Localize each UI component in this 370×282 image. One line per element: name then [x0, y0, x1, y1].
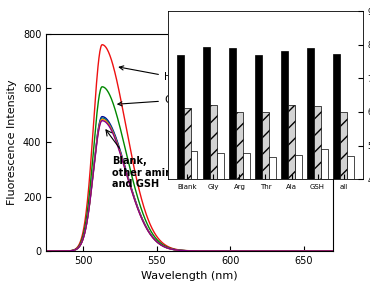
- Bar: [191, 151, 198, 282]
- Text: Blank,
other amino acids
and GSH: Blank, other amino acids and GSH: [112, 156, 211, 189]
- Bar: [184, 108, 191, 282]
- Bar: [236, 112, 243, 282]
- Y-axis label: Fluorescence Intensity: Fluorescence Intensity: [7, 80, 17, 205]
- Bar: [217, 153, 223, 282]
- Bar: [269, 157, 276, 282]
- Bar: [210, 105, 217, 282]
- Bar: [177, 55, 184, 282]
- Bar: [288, 105, 295, 282]
- Bar: [255, 55, 262, 282]
- Text: Cys: Cys: [118, 95, 183, 106]
- Bar: [295, 155, 302, 282]
- Bar: [203, 47, 210, 282]
- Bar: [307, 48, 314, 282]
- Bar: [314, 106, 321, 282]
- Bar: [243, 153, 250, 282]
- Bar: [262, 112, 269, 282]
- X-axis label: Wavelength (nm): Wavelength (nm): [141, 271, 238, 281]
- Bar: [281, 51, 288, 282]
- Bar: [347, 156, 354, 282]
- Bar: [321, 149, 328, 282]
- Bar: [340, 112, 347, 282]
- Text: Hcy: Hcy: [119, 66, 184, 82]
- Bar: [333, 54, 340, 282]
- Bar: [229, 48, 236, 282]
